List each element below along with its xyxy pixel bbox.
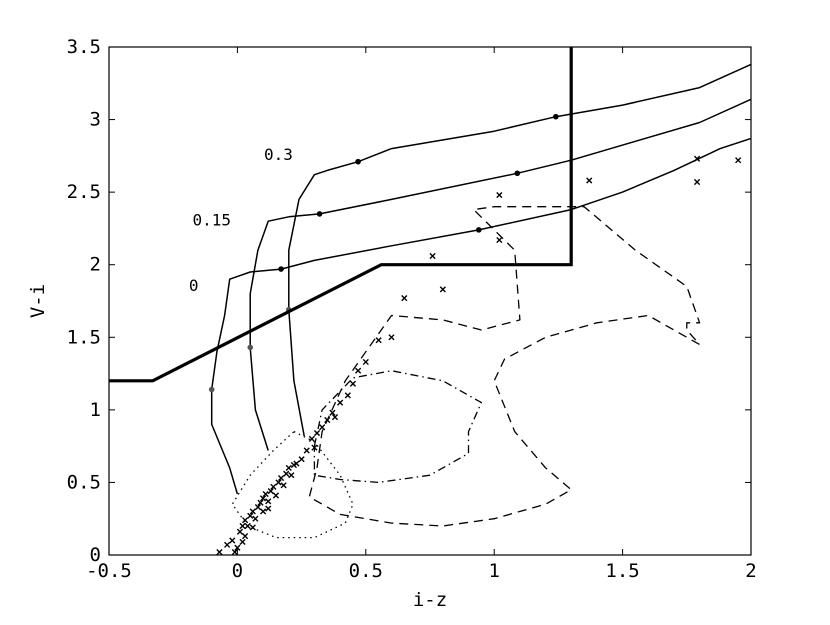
scatter-point — [496, 236, 503, 244]
x-tick-label: 2 — [745, 560, 756, 582]
scatter-point — [303, 447, 310, 454]
scatter-point — [262, 490, 269, 498]
track-marker — [355, 158, 361, 165]
scatter-point — [308, 435, 315, 442]
axes-frame — [108, 46, 752, 556]
scatter-point — [375, 337, 382, 344]
scatter-point — [259, 508, 267, 515]
scatter-point — [693, 155, 701, 162]
scatter-point — [236, 528, 244, 535]
y-tick-label: 2.5 — [67, 181, 101, 203]
scatter-point — [265, 498, 272, 505]
scatter-point — [244, 522, 251, 530]
track-marker — [316, 211, 323, 217]
scatter-point — [252, 515, 259, 522]
scatter-point — [401, 295, 408, 302]
track-label: 0.15 — [192, 211, 231, 230]
plot-area: 0 0.15 0.3 — [109, 47, 751, 555]
scatter-point — [313, 429, 321, 437]
scatter-point — [242, 517, 249, 524]
scatter-point — [496, 191, 503, 199]
scatter-point — [388, 334, 395, 341]
scatter-point — [329, 409, 336, 416]
scatter-point — [234, 544, 241, 551]
y-tick-label: 1 — [90, 399, 101, 421]
scatter-point — [229, 537, 236, 544]
track-marker — [208, 386, 215, 393]
scatter-point — [311, 444, 318, 451]
axis-ticks: -0.5 0 0.5 1 1.5 200.511.522.533.5 — [67, 36, 757, 582]
scatter-point — [324, 416, 331, 424]
track-marker — [553, 113, 559, 120]
track-marker — [475, 227, 482, 233]
x-axis-label: i-z — [413, 589, 447, 611]
contour-dashed — [308, 206, 701, 527]
scatter-point — [242, 533, 249, 540]
scatter-point — [283, 470, 290, 477]
scatter-point — [257, 499, 264, 506]
y-axis-label: V-i — [27, 284, 49, 318]
scatter-point — [216, 549, 223, 555]
selection-boundary — [109, 47, 573, 383]
scatter-point — [362, 358, 369, 366]
scatter-point — [298, 456, 305, 463]
scatter-point — [254, 504, 262, 511]
scatter-point — [277, 474, 285, 482]
scatter-point — [247, 512, 254, 519]
scatter-point — [231, 549, 238, 555]
contour-dotted — [231, 431, 354, 539]
scatter-point — [319, 424, 326, 431]
y-tick-label: 0.5 — [67, 471, 101, 493]
track-marker — [514, 170, 521, 177]
scatter-point — [285, 464, 292, 472]
scatter-point — [337, 399, 344, 406]
track-line-1 — [249, 98, 751, 451]
scatter-point — [270, 483, 277, 490]
scatter-point — [249, 524, 256, 531]
y-tick-label: 1.5 — [67, 326, 101, 348]
track-marker — [247, 344, 254, 351]
contour-dash-dot — [313, 370, 483, 484]
scatter-point — [280, 482, 287, 489]
scatter-point — [586, 177, 593, 184]
scatter-point — [259, 495, 267, 502]
scatter-point — [344, 392, 351, 399]
x-tick-label: 1 — [488, 560, 499, 582]
y-tick-label: 3 — [90, 109, 101, 131]
scatter-point — [349, 380, 357, 387]
scatter-point — [275, 479, 282, 486]
scatter-point — [265, 505, 272, 512]
y-tick-label: 3.5 — [67, 36, 101, 58]
y-tick-label: 2 — [90, 254, 101, 276]
scatter-point — [224, 541, 231, 548]
scatter-point — [735, 157, 742, 164]
track-marker — [278, 266, 284, 272]
scatter-point — [429, 252, 436, 260]
track-label: 0.3 — [264, 145, 293, 164]
scatter-point — [355, 367, 362, 374]
scatter-point — [290, 461, 297, 469]
scatter-point — [439, 286, 446, 293]
y-tick-label: 0 — [90, 544, 101, 566]
scatter-point — [331, 414, 339, 421]
x-tick-label: 1.5 — [605, 560, 639, 582]
scatter-point — [239, 538, 246, 546]
scatter-point — [272, 492, 280, 499]
scatter-point — [249, 508, 256, 515]
track-line-2 — [288, 63, 751, 437]
scatter-point — [267, 488, 274, 495]
x-tick-label: -0.5 — [86, 560, 132, 582]
x-tick-label: 0 — [232, 560, 243, 582]
scatter-point — [693, 178, 701, 186]
track-label: 0 — [189, 276, 199, 295]
x-tick-label: 0.5 — [349, 560, 383, 582]
plot-content — [109, 47, 751, 555]
scatter-point — [288, 472, 295, 479]
scatter-point — [239, 522, 246, 530]
